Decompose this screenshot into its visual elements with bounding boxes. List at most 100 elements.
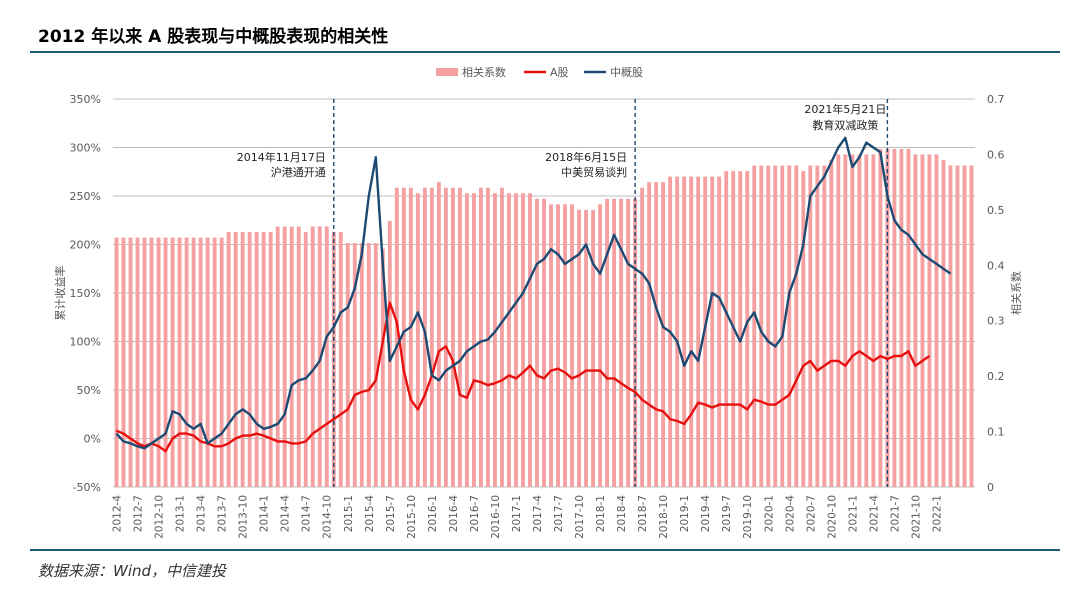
x-tick-label: 2021-4: [868, 495, 880, 533]
y-left-tick-label: -50%: [73, 481, 101, 494]
correlation-bar: [612, 198, 617, 487]
correlation-bar: [815, 165, 820, 487]
correlation-bar: [191, 237, 196, 487]
china-concept-line: [115, 136, 952, 450]
correlation-bar: [219, 237, 224, 487]
correlation-bar: [114, 237, 119, 487]
y-left-axis-title: 累计收益率: [53, 266, 67, 321]
x-tick-label: 2021-1: [847, 495, 859, 532]
correlation-bar: [836, 154, 841, 487]
correlation-bar: [128, 237, 133, 487]
correlation-bar: [170, 237, 175, 487]
correlation-bar: [864, 154, 869, 487]
correlation-bar: [710, 176, 715, 487]
y-right-tick-label: 0.3: [987, 315, 1005, 328]
correlation-bar: [794, 165, 799, 487]
y-left-tick-label: 150%: [70, 287, 101, 300]
correlation-bar: [163, 237, 168, 487]
x-tick-label: 2017-7: [553, 495, 565, 532]
x-tick-label: 2020-1: [763, 495, 775, 532]
correlation-bar: [647, 182, 652, 487]
x-tick-label: 2018-10: [658, 495, 670, 539]
annotation-label: 2014年11月17日: [237, 150, 326, 164]
correlation-bar: [521, 193, 525, 487]
correlation-bar: [696, 176, 701, 487]
correlation-bar: [850, 154, 855, 487]
correlation-bar: [920, 154, 925, 487]
annotation-label: 中美贸易谈判: [561, 166, 627, 179]
correlation-bar: [752, 165, 757, 487]
correlation-bar: [121, 237, 126, 487]
correlation-bar: [289, 226, 294, 487]
x-tick-label: 2014-7: [301, 495, 313, 532]
x-tick-label: 2020-10: [826, 495, 838, 539]
x-tick-label: 2021-7: [889, 495, 901, 532]
correlation-bar: [198, 237, 203, 487]
x-tick-label: 2019-1: [679, 495, 691, 532]
correlation-bar: [829, 159, 834, 487]
correlation-bar: [345, 243, 350, 487]
correlation-bar: [955, 165, 960, 487]
x-tick-label: 2017-4: [532, 495, 544, 533]
correlation-bar: [500, 187, 504, 487]
correlation-bar: [906, 148, 911, 487]
x-tick-label: 2016-1: [427, 495, 439, 532]
annotation-label: 沪港通开通: [271, 165, 326, 179]
bars-layer: [114, 148, 974, 488]
x-tick-label: 2019-4: [700, 495, 712, 533]
correlation-bar: [324, 226, 329, 487]
correlation-bar: [493, 193, 497, 487]
x-tick-label: 2017-1: [511, 495, 523, 532]
y-right-tick-label: 0.2: [987, 370, 1005, 383]
correlation-bar: [724, 171, 729, 488]
correlation-bar: [373, 243, 378, 487]
correlation-bar: [962, 165, 967, 487]
correlation-bar: [184, 237, 189, 487]
x-tick-label: 2015-1: [343, 495, 355, 532]
x-tick-label: 2021-10: [910, 495, 922, 539]
correlation-bar: [654, 182, 659, 487]
y-left-tick-label: 0%: [84, 433, 101, 446]
correlation-chart: -50% 0% 50% 100% 150% 200% 250% 300% 350% 0 0.1 0.2…: [53, 65, 1023, 539]
correlation-bar: [787, 165, 792, 487]
correlation-bar: [514, 193, 518, 487]
correlation-bar: [380, 248, 385, 487]
correlation-bar: [892, 148, 897, 487]
x-tick-label: 2014-4: [280, 495, 292, 533]
correlation-bar: [556, 204, 560, 488]
correlation-bar: [563, 204, 567, 488]
x-tick-label: 2012-10: [154, 495, 166, 539]
correlation-bar: [899, 148, 904, 487]
a-share-line: [116, 301, 931, 453]
correlation-bar: [247, 232, 252, 487]
x-tick-label: 2022-1: [932, 495, 944, 532]
correlation-bar: [156, 237, 161, 487]
y-right-tick-label: 0.7: [987, 93, 1005, 106]
annotation-label: 2018年6月15日: [545, 150, 627, 164]
correlation-bar: [471, 193, 476, 487]
y-left-tick-label: 300%: [70, 142, 101, 155]
correlation-bar: [310, 226, 315, 487]
x-tick-label: 2016-10: [490, 495, 502, 539]
correlation-bar: [528, 193, 532, 487]
y-right-tick-label: 0.6: [987, 148, 1005, 161]
y-left-tick-label: 350%: [70, 93, 101, 106]
x-tick-label: 2014-10: [322, 495, 334, 539]
correlation-bar: [535, 198, 539, 487]
x-tick-label: 2016-7: [469, 495, 481, 532]
correlation-bar: [591, 209, 595, 487]
source-rule: [30, 549, 1060, 551]
correlation-bar: [338, 232, 343, 487]
correlation-bar: [941, 159, 946, 487]
correlation-bar: [142, 237, 147, 487]
correlation-bar: [443, 187, 448, 487]
y-right-tick-label: 0.1: [987, 426, 1005, 439]
correlation-bar: [212, 237, 217, 487]
correlation-bar: [871, 154, 876, 487]
correlation-bar: [801, 171, 806, 488]
correlation-bar: [717, 176, 722, 487]
correlation-bar: [780, 165, 785, 487]
correlation-bar: [689, 176, 694, 487]
correlation-bar: [577, 209, 581, 487]
